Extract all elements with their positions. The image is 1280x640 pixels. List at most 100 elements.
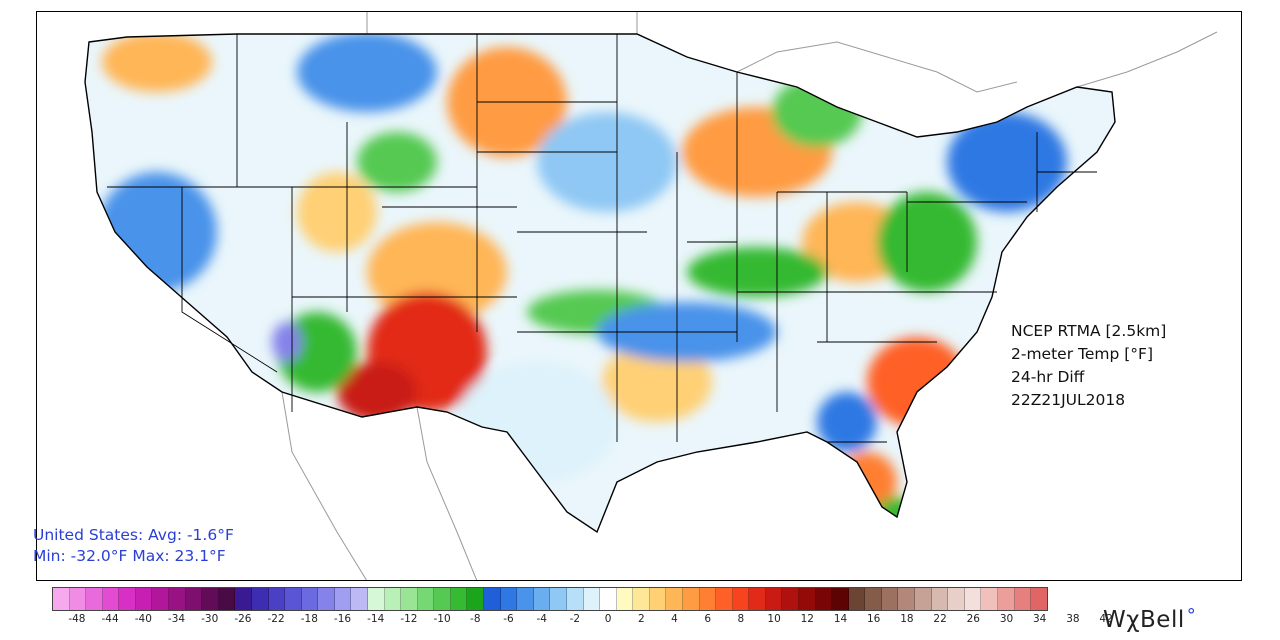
- legend-tick-label: -18: [300, 613, 318, 625]
- legend-tick-label: -10: [433, 613, 451, 625]
- legend-tick-label: 6: [704, 613, 712, 625]
- legend-swatch: [202, 588, 219, 610]
- legend-tick-label: 42: [1099, 613, 1113, 625]
- legend-tick-label: -12: [400, 613, 418, 625]
- border-lines: [281, 12, 1218, 580]
- temperature-field: [85, 34, 1115, 532]
- legend-swatch: [997, 588, 1015, 610]
- legend-swatch: [285, 588, 302, 610]
- legend-swatch: [749, 588, 766, 610]
- legend-swatch: [566, 588, 584, 610]
- legend-swatch: [915, 588, 932, 610]
- legend-swatch: [401, 588, 418, 610]
- legend-swatch: [334, 588, 352, 610]
- legend-swatch: [500, 588, 518, 610]
- legend-tick-label: 2: [637, 613, 645, 625]
- legend-swatch: [964, 588, 982, 610]
- legend-tick-label: -30: [201, 613, 219, 625]
- period-label: 24-hr Diff: [1011, 368, 1085, 386]
- legend-swatch: [102, 588, 120, 610]
- valid-time-label: 22Z21JUL2018: [1011, 391, 1126, 409]
- legend-tick-label: -16: [333, 613, 352, 625]
- legend-tick-label: -44: [101, 613, 119, 625]
- legend-tick-label: 0: [604, 613, 612, 625]
- legend-swatch: [467, 588, 485, 610]
- legend-tick-label: 8: [737, 613, 745, 625]
- legend-tick-label: 10: [767, 613, 781, 625]
- legend-swatch: [218, 588, 236, 610]
- legend-swatch: [367, 588, 385, 610]
- us-outline: [84, 33, 1116, 534]
- legend-swatch: [699, 588, 717, 610]
- legend-swatch: [948, 588, 965, 610]
- legend-tick-label: 12: [800, 613, 814, 625]
- legend-swatch: [865, 588, 882, 610]
- legend-swatch: [450, 588, 468, 610]
- brand-logo: WχBell °: [1103, 605, 1196, 633]
- legend-swatch: [649, 588, 667, 610]
- legend-swatch: [417, 588, 435, 610]
- map-frame: [36, 11, 1242, 581]
- legend-swatch: [185, 588, 203, 610]
- stats-block: United States: Avg: -1.6°F Min: -32.0°F …: [33, 525, 234, 567]
- legend-swatch: [351, 588, 368, 610]
- logo-mark: °: [1186, 605, 1197, 626]
- legend-tick-label: 4: [671, 613, 678, 625]
- legend-ticks: -48 -44 -40 -34 -30 -26 -22 -18 -16 -14 -12 -10 -8 -6…: [52, 613, 1112, 629]
- legend-swatch: [633, 588, 650, 610]
- legend-swatch: [716, 588, 733, 610]
- legend-tick-label: 38: [1066, 613, 1080, 625]
- legend-swatch: [169, 588, 186, 610]
- legend-swatch: [931, 588, 949, 610]
- state-lines: [107, 34, 1097, 443]
- legend-swatch: [732, 588, 750, 610]
- variable-label: 2-meter Temp [°F]: [1011, 345, 1153, 363]
- legend-swatch: [799, 588, 816, 610]
- legend-tick-label: -6: [503, 613, 514, 625]
- legend-swatch: [384, 588, 402, 610]
- legend-tick-label: -14: [367, 613, 385, 625]
- legend-swatch: [86, 588, 103, 610]
- legend-tick-label: 14: [833, 613, 848, 625]
- legend-swatch: [832, 588, 849, 610]
- legend-tick-label: -48: [68, 613, 86, 625]
- legend-swatch: [301, 588, 319, 610]
- legend-swatch: [268, 588, 286, 610]
- legend-tick-label: 16: [867, 613, 881, 625]
- legend-tick-label: 34: [1033, 613, 1047, 625]
- legend-swatch: [318, 588, 335, 610]
- legend-swatch: [583, 588, 601, 610]
- legend-swatch: [135, 588, 153, 610]
- legend-tick-label: -8: [470, 613, 481, 625]
- avg-stat: United States: Avg: -1.6°F: [33, 526, 234, 544]
- legend-swatch: [235, 588, 252, 610]
- legend-swatch: [533, 588, 551, 610]
- temperature-map: [84, 12, 1218, 580]
- legend-swatch: [881, 588, 899, 610]
- legend-tick-label: -2: [569, 613, 581, 625]
- legend-tick-label: -26: [234, 613, 252, 625]
- legend-swatch: [251, 588, 269, 610]
- legend-swatch: [484, 588, 501, 610]
- legend-swatch: [69, 588, 87, 610]
- legend-swatch: [517, 588, 534, 610]
- map-info-block: NCEP RTMA [2.5km] 2-meter Temp [°F] 24-h…: [1011, 320, 1166, 412]
- legend-swatch: [981, 588, 998, 610]
- legend-swatch: [616, 588, 634, 610]
- legend-tick-label: -4: [536, 613, 547, 625]
- legend-swatch: [53, 588, 70, 610]
- legend-tick-label: 18: [900, 613, 914, 625]
- legend-swatch: [898, 588, 916, 610]
- minmax-stat: Min: -32.0°F Max: 23.1°F: [33, 547, 226, 565]
- legend-swatch: [765, 588, 783, 610]
- legend-tick-label: 30: [999, 613, 1014, 625]
- legend-tick-label: -34: [167, 613, 186, 625]
- legend-tick-label: -40: [134, 613, 152, 625]
- legend-swatch: [1031, 588, 1047, 610]
- legend-swatch: [600, 588, 617, 610]
- legend-tick-label: -22: [267, 613, 285, 625]
- legend-swatch: [434, 588, 451, 610]
- product-label: NCEP RTMA [2.5km]: [1011, 322, 1167, 340]
- color-legend: [52, 587, 1048, 611]
- legend-swatch: [815, 588, 833, 610]
